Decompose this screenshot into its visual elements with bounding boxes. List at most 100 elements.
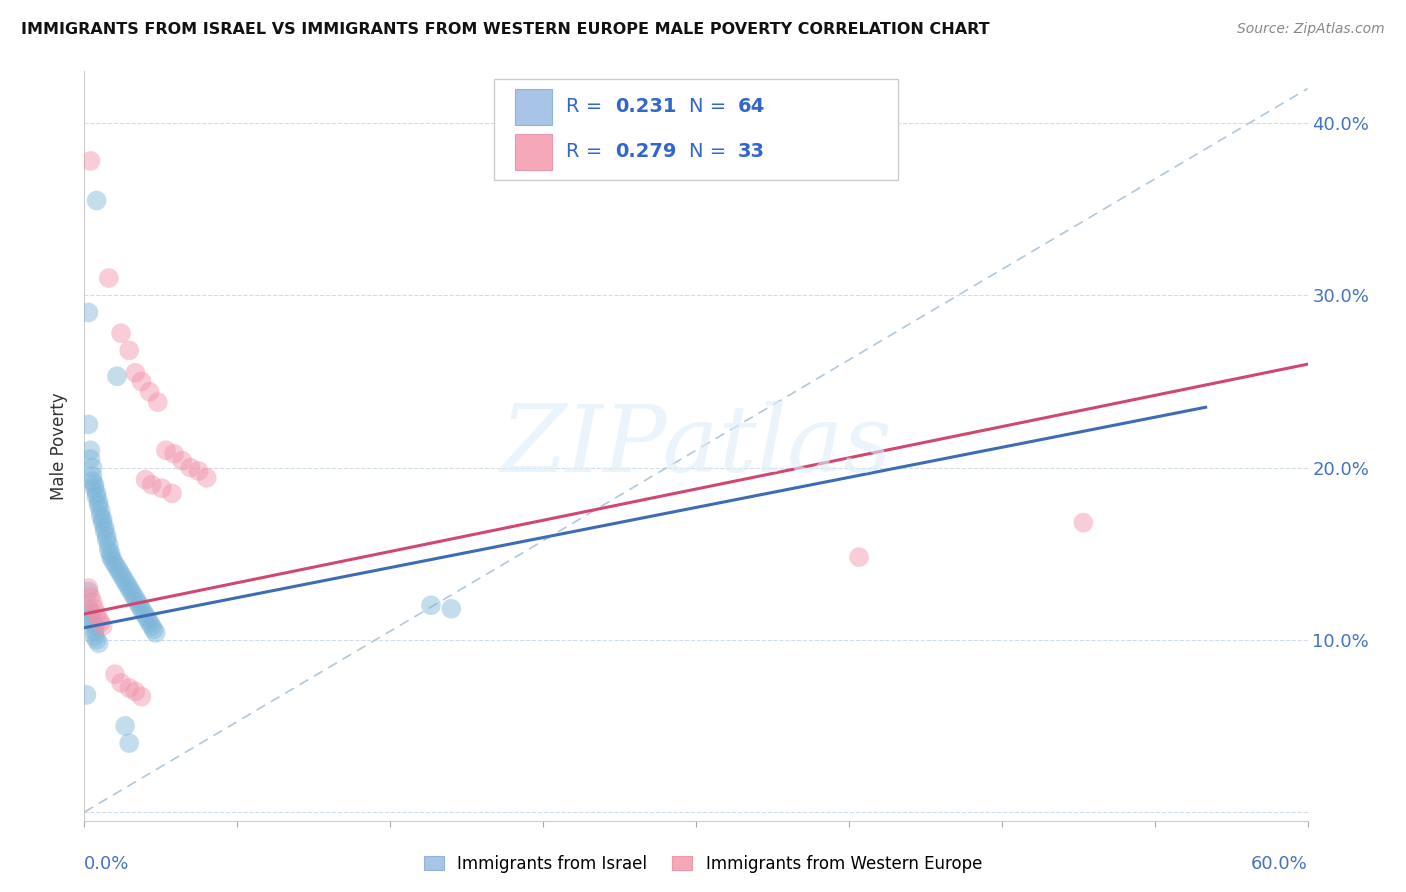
- Point: [86, 486, 108, 500]
- Point: [160, 486, 183, 500]
- Point: [127, 595, 149, 609]
- Point: [146, 395, 169, 409]
- Point: [91, 512, 114, 526]
- Point: [86, 194, 108, 208]
- Point: [112, 571, 135, 585]
- Point: [142, 623, 165, 637]
- Point: [79, 451, 101, 466]
- Point: [79, 590, 101, 604]
- Point: [155, 443, 177, 458]
- Point: [77, 584, 100, 599]
- Point: [179, 460, 201, 475]
- Point: [87, 636, 110, 650]
- Point: [110, 326, 132, 341]
- Point: [118, 343, 141, 358]
- Point: [77, 305, 100, 319]
- Point: [83, 477, 105, 491]
- Point: [77, 581, 100, 595]
- Point: [82, 595, 104, 609]
- Text: R =: R =: [567, 97, 609, 116]
- Point: [86, 607, 108, 621]
- Point: [79, 612, 101, 626]
- Point: [82, 615, 104, 630]
- Point: [83, 481, 105, 495]
- Point: [86, 632, 108, 647]
- Text: 0.279: 0.279: [616, 142, 676, 161]
- Point: [105, 560, 128, 574]
- Point: [110, 567, 132, 582]
- Text: 33: 33: [738, 142, 765, 161]
- Point: [79, 607, 101, 621]
- Point: [104, 667, 127, 681]
- Point: [135, 608, 157, 623]
- Point: [100, 547, 122, 561]
- Point: [82, 460, 104, 475]
- Point: [77, 601, 100, 615]
- Point: [87, 499, 110, 513]
- FancyBboxPatch shape: [494, 78, 898, 180]
- Point: [79, 153, 101, 168]
- Point: [135, 473, 157, 487]
- Point: [90, 508, 112, 523]
- Point: [97, 271, 120, 285]
- Point: [131, 375, 153, 389]
- Point: [77, 417, 100, 432]
- Point: [848, 550, 870, 565]
- Text: 64: 64: [738, 97, 765, 116]
- Point: [86, 490, 108, 504]
- Point: [105, 369, 128, 384]
- Text: Source: ZipAtlas.com: Source: ZipAtlas.com: [1237, 22, 1385, 37]
- Point: [90, 615, 112, 630]
- Point: [118, 681, 141, 695]
- Point: [141, 477, 163, 491]
- Point: [114, 574, 136, 589]
- Point: [141, 619, 163, 633]
- Point: [91, 516, 114, 530]
- Point: [104, 557, 127, 571]
- Point: [118, 736, 141, 750]
- Point: [82, 469, 104, 483]
- Point: [138, 384, 160, 399]
- Point: [131, 601, 153, 615]
- Point: [100, 550, 122, 565]
- Point: [108, 564, 131, 578]
- Text: 0.0%: 0.0%: [84, 855, 129, 873]
- Point: [136, 612, 159, 626]
- Bar: [515, 88, 551, 125]
- Text: 60.0%: 60.0%: [1251, 855, 1308, 873]
- Point: [101, 553, 124, 567]
- Text: N =: N =: [689, 97, 733, 116]
- Point: [124, 591, 146, 606]
- Point: [97, 538, 120, 552]
- Y-axis label: Male Poverty: Male Poverty: [51, 392, 69, 500]
- Point: [172, 453, 194, 467]
- Text: IMMIGRANTS FROM ISRAEL VS IMMIGRANTS FROM WESTERN EUROPE MALE POVERTY CORRELATIO: IMMIGRANTS FROM ISRAEL VS IMMIGRANTS FRO…: [21, 22, 990, 37]
- Point: [97, 543, 120, 558]
- Point: [120, 584, 142, 599]
- Point: [110, 676, 132, 690]
- Point: [124, 684, 146, 698]
- Text: 0.231: 0.231: [616, 97, 676, 116]
- Point: [83, 601, 105, 615]
- Text: N =: N =: [689, 142, 733, 161]
- Point: [118, 581, 141, 595]
- Point: [115, 577, 138, 591]
- Point: [132, 605, 155, 619]
- Point: [75, 688, 97, 702]
- Point: [79, 443, 101, 458]
- Point: [91, 619, 114, 633]
- Point: [131, 690, 153, 704]
- Bar: [515, 134, 551, 169]
- Point: [138, 615, 160, 630]
- Point: [150, 481, 173, 495]
- Point: [122, 588, 145, 602]
- Point: [96, 533, 118, 547]
- Point: [83, 629, 105, 643]
- Text: ZIPatlas: ZIPatlas: [501, 401, 891, 491]
- Point: [145, 626, 167, 640]
- Legend: Immigrants from Israel, Immigrants from Western Europe: Immigrants from Israel, Immigrants from …: [418, 848, 988, 880]
- Point: [128, 599, 150, 613]
- Point: [163, 447, 186, 461]
- Point: [93, 521, 115, 535]
- Point: [1073, 516, 1095, 530]
